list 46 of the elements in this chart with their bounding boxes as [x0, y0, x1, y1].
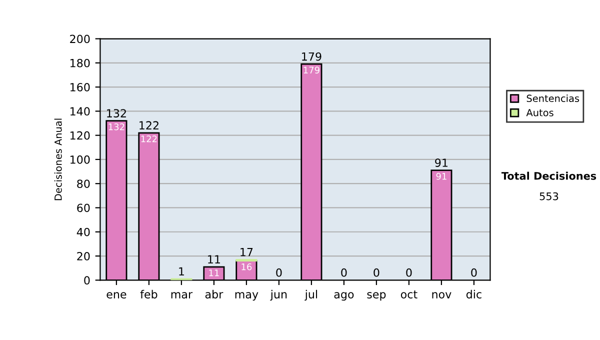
y-tick-label: 100: [70, 155, 90, 164]
y-tick-label: 40: [76, 228, 90, 236]
y-tick-label: 200: [70, 34, 90, 44]
total-label: 179: [302, 52, 322, 61]
legend-label: Sentencias: [526, 94, 580, 102]
data-label: 179: [304, 66, 320, 74]
x-tick-label: jun: [270, 290, 287, 301]
total-label: 0: [374, 268, 380, 277]
data-label: 132: [108, 123, 124, 130]
total-label: 17: [240, 248, 253, 256]
x-tick-label: dic: [466, 290, 482, 298]
y-tick-label: 180: [70, 58, 90, 68]
y-tick-label: 20: [77, 252, 90, 260]
y-tick-label: 140: [70, 107, 90, 116]
y-tick-label: 60: [77, 204, 90, 212]
data-label: 16: [242, 263, 252, 270]
x-tick-label: ago: [334, 292, 354, 301]
x-tick-label: may: [235, 292, 258, 301]
total-label: 1: [179, 267, 184, 276]
y-tick-label: 0: [84, 276, 90, 285]
total-label: 91: [435, 158, 448, 167]
x-tick-label: oct: [400, 290, 418, 298]
x-tick-label: sep: [367, 292, 386, 301]
total-label: 122: [140, 121, 158, 130]
total-label: 0: [341, 268, 347, 277]
data-label: 91: [436, 172, 446, 180]
data-label: 11: [209, 270, 219, 276]
text: Total Decisiones: [501, 172, 596, 180]
data-label: 122: [141, 135, 157, 142]
y-tick-label: 80: [77, 180, 90, 188]
y-axis-title: Decisiones Anual: [54, 118, 62, 200]
total-label: 11: [208, 255, 220, 264]
total-label: 0: [406, 268, 412, 277]
total-label: 0: [471, 268, 477, 277]
x-tick-label: jul: [304, 290, 318, 301]
total-label: 0: [276, 268, 282, 277]
x-tick-label: ene: [106, 292, 126, 298]
legend-label: Autos: [526, 109, 554, 116]
text: 553: [540, 192, 558, 200]
y-tick-label: 120: [70, 131, 90, 140]
total-label: 132: [107, 109, 126, 118]
x-tick-label: abr: [205, 290, 224, 298]
y-tick-label: 160: [70, 83, 90, 92]
x-tick-label: feb: [140, 290, 158, 298]
x-tick-label: mar: [171, 292, 193, 298]
x-tick-label: nov: [432, 292, 452, 298]
